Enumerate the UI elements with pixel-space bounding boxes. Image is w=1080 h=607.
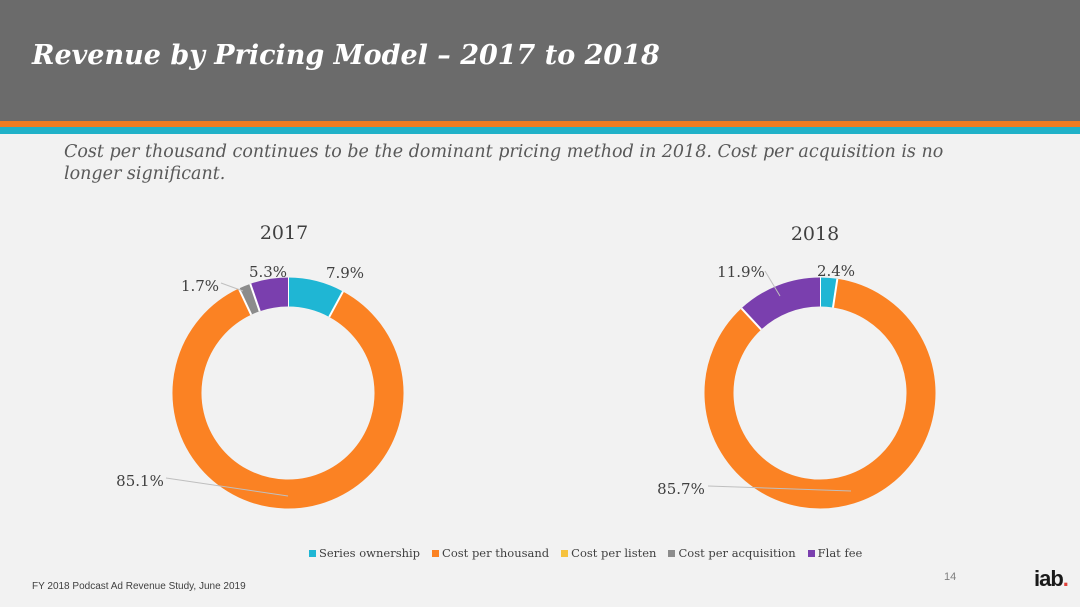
slice-cost-per-thousand [704,278,936,509]
legend-label: Flat fee [817,546,863,560]
legend-swatch [432,549,440,557]
logo-dot: . [1062,566,1069,591]
legend-label: Cost per thousand [442,546,550,560]
legend-swatch [668,549,676,557]
page-title: Revenue by Pricing Model – 2017 to 2018 [32,40,660,71]
slice-flat-fee [250,277,289,312]
legend-swatch [561,549,569,557]
data-label: 85.7% [657,480,705,498]
data-label: 2.4% [817,262,855,280]
header-bar: Revenue by Pricing Model – 2017 to 2018 [0,0,1080,121]
data-label: 1.7% [181,277,219,295]
legend-label: Cost per listen [571,546,657,560]
donut-chart-2017: 2017 7.9% 85.1% 1.7% 5.3% [116,222,404,509]
slice-separator [740,307,762,331]
leader-line [165,477,289,497]
legend-item-cost-per-acquisition: Cost per acquisition [668,546,796,560]
legend-item-cost-per-thousand: Cost per thousand [432,546,549,560]
legend-label: Cost per acquisition [678,546,796,560]
slice-flat-fee [741,277,821,330]
leader-line [764,270,781,297]
data-label: 11.9% [717,263,765,281]
data-label: 7.9% [326,264,364,282]
data-label: 85.1% [116,472,164,490]
legend-swatch [807,549,815,557]
page-subtitle: Cost per thousand continues to be the do… [64,142,944,184]
chart-legend: Series ownership Cost per thousand Cost … [309,546,862,560]
chart-title: 2017 [260,222,308,244]
legend-item-flat-fee: Flat fee [807,546,863,560]
leader-line [220,282,244,292]
legend-label: Series ownership [319,546,421,560]
slice-cost-per-acquisition [238,283,260,315]
iab-logo: iab. [1034,566,1069,592]
teal-stripe [0,127,1080,134]
source-note: FY 2018 Podcast Ad Revenue Study, June 2… [32,581,246,592]
slice-separator [328,290,344,318]
donut-chart-2018: 2018 2.4% 85.7% 11.9% [657,223,936,509]
leader-line [707,485,852,492]
orange-stripe [0,121,1080,127]
slice-separator [249,283,261,312]
slice-series-ownership [287,277,344,318]
legend-item-cost-per-listen: Cost per listen [561,546,656,560]
data-label: 5.3% [249,263,287,281]
page-number: 14 [944,571,957,583]
chart-title: 2018 [791,223,839,245]
slice-cost-per-thousand [172,288,404,509]
slice-separator [237,288,253,316]
legend-item-series-ownership: Series ownership [309,546,420,560]
logo-text: iab [1034,566,1064,591]
slice-separator [832,278,839,308]
legend-swatch [309,549,316,557]
slice-series-ownership [819,277,838,308]
